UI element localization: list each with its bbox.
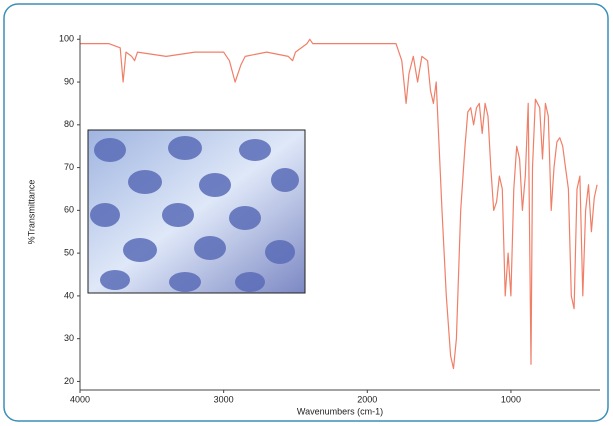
- y-axis-label: %Transmittance: [26, 180, 36, 245]
- y-tick-label: 30: [64, 333, 74, 343]
- y-tick-label: 20: [64, 376, 74, 386]
- y-tick-label: 50: [64, 248, 74, 258]
- y-tick-label: 90: [64, 76, 74, 86]
- x-tick-label: 1000: [501, 394, 521, 404]
- x-tick-label: 4000: [70, 394, 90, 404]
- inset-photo: [87, 129, 306, 294]
- y-tick-label: 80: [64, 119, 74, 129]
- x-tick-label: 2000: [357, 394, 377, 404]
- y-tick-label: 40: [64, 290, 74, 300]
- y-tick-label: 60: [64, 205, 74, 215]
- x-tick-label: 3000: [214, 394, 234, 404]
- y-tick-label: 70: [64, 162, 74, 172]
- x-axis-label: Wavenumbers (cm-1): [297, 406, 383, 416]
- spectrum-line: [80, 38, 598, 370]
- y-tick-label: 100: [59, 34, 74, 44]
